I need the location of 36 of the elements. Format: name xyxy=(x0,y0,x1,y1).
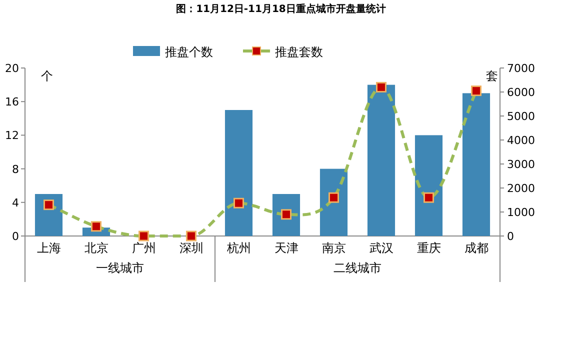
bar xyxy=(367,84,396,236)
chart-title: 图：11月12日-11月18日重点城市开盘量统计 xyxy=(176,3,386,15)
y2-axis-title: 套 xyxy=(486,69,498,83)
x-tick-label: 杭州 xyxy=(226,241,251,255)
x-tick-label: 天津 xyxy=(274,241,298,255)
bar xyxy=(320,168,348,236)
bar xyxy=(462,93,490,236)
y-tick-label: 16 xyxy=(5,96,19,109)
bar xyxy=(414,135,443,236)
y-tick-label: 20 xyxy=(5,62,19,75)
y-tick-label: 8 xyxy=(12,162,19,176)
y-axis-title: 个 xyxy=(41,69,53,83)
x-tick-label: 南京 xyxy=(322,241,346,255)
x-tick-label: 深圳 xyxy=(179,241,204,255)
y2-tick-label: 7000 xyxy=(507,62,535,75)
x-tick-label: 广州 xyxy=(132,241,156,255)
x-tick-label: 重庆 xyxy=(416,241,441,255)
y-tick-label: 12 xyxy=(5,129,19,142)
legend-label: 推盘套数 xyxy=(275,45,323,59)
bar xyxy=(224,110,253,236)
y2-tick-label: 0 xyxy=(507,230,514,243)
y2-tick-label: 6000 xyxy=(507,86,535,99)
y2-tick-label: 2000 xyxy=(507,182,535,195)
y2-tick-label: 1000 xyxy=(507,206,535,219)
y2-tick-label: 4000 xyxy=(507,134,535,147)
x-tick-label: 成都 xyxy=(464,241,488,255)
legend-label: 推盘个数 xyxy=(165,45,213,59)
y-tick-label: 4 xyxy=(12,196,19,210)
text: 一线城市 xyxy=(96,261,144,275)
x-tick-label: 上海 xyxy=(36,241,61,255)
text: 二线城市 xyxy=(334,261,382,275)
y2-tick-label: 3000 xyxy=(507,158,535,171)
y2-tick-label: 5000 xyxy=(507,110,535,123)
x-tick-label: 武汉 xyxy=(369,241,394,255)
y-tick-label: 0 xyxy=(12,230,19,243)
x-tick-label: 北京 xyxy=(84,241,108,255)
